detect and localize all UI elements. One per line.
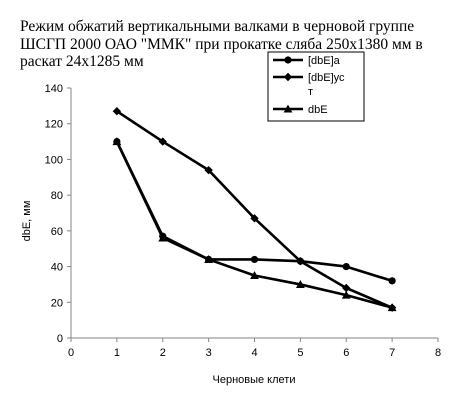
legend-swatch-marker: [283, 104, 293, 113]
data-point-circle: [388, 277, 396, 285]
y-tick-label: 80: [51, 190, 63, 202]
data-point-circle: [342, 262, 350, 271]
legend-label-line: dbE: [308, 104, 328, 116]
data-point-triangle: [112, 137, 122, 146]
x-tick-label: 6: [343, 347, 349, 359]
x-axis-title: Черновые клети: [213, 374, 296, 386]
data-point-triangle: [387, 303, 397, 312]
data-point-triangle: [250, 271, 259, 280]
legend-label-line: [dbE]ус: [308, 72, 345, 84]
data-point-triangle: [295, 280, 305, 288]
x-tick-label: 3: [206, 347, 212, 359]
x-tick-label: 2: [160, 347, 166, 359]
legend-label-line: [dbE]a: [308, 55, 341, 67]
y-tick-label: 20: [51, 297, 63, 309]
data-point-diamond: [296, 257, 305, 266]
data-point-diamond: [112, 107, 122, 116]
chart-title-line-2: ШСГП 2000 ОАО "ММК" при прокатке сляба 2…: [20, 36, 423, 53]
legend-item: dbE: [273, 104, 328, 116]
data-point-diamond: [250, 214, 259, 223]
legend-label-line: т: [308, 86, 313, 98]
legend-item: [dbE]a: [273, 55, 341, 67]
legend-item: [dbE]ус т: [273, 72, 345, 98]
legend-label: [dbE]ус т: [308, 72, 345, 98]
legend-swatch-marker: [283, 72, 293, 82]
data-point-diamond: [204, 165, 213, 175]
legend: [dbE]a [dbE]ус т dbE: [267, 51, 365, 122]
y-tick-label: 0: [57, 333, 63, 345]
y-axis-title: dbE, мм: [21, 201, 33, 242]
y-tick-label: 100: [45, 154, 63, 166]
y-tick-label: 140: [45, 83, 63, 95]
data-point-diamond: [342, 283, 351, 293]
legend-label: dbE: [308, 104, 328, 116]
data-point-circle: [250, 255, 259, 264]
chart-title-line-3: раскат 24х1285 мм: [20, 53, 144, 70]
x-tick-label: 4: [251, 347, 257, 359]
legend-label: [dbE]a: [308, 55, 341, 67]
y-tick-label: 60: [51, 226, 63, 238]
legend-swatch-marker: [284, 56, 292, 64]
y-tick-label: 120: [45, 119, 63, 131]
x-tick-label: 0: [68, 347, 74, 359]
chart-title: Режим обжатий вертикальными валками в че…: [20, 18, 423, 70]
x-tick-label: 1: [114, 347, 120, 359]
data-point-diamond: [158, 137, 167, 146]
chart-axes: 0 20 40 60 80 100 120 140 0 1 2 3 4 5 6 7 8: [45, 83, 441, 359]
y-tick-label: 40: [51, 262, 63, 274]
series-2: [112, 137, 397, 312]
data-point-triangle: [204, 255, 214, 263]
chart-title-line-1: Режим обжатий вертикальными валками в че…: [20, 18, 414, 35]
data-point-triangle: [341, 290, 351, 299]
chart-series: [112, 107, 397, 312]
x-tick-label: 7: [389, 347, 395, 359]
x-tick-label: 8: [435, 347, 441, 359]
data-point-triangle: [158, 233, 168, 242]
x-tick-label: 5: [297, 347, 303, 359]
